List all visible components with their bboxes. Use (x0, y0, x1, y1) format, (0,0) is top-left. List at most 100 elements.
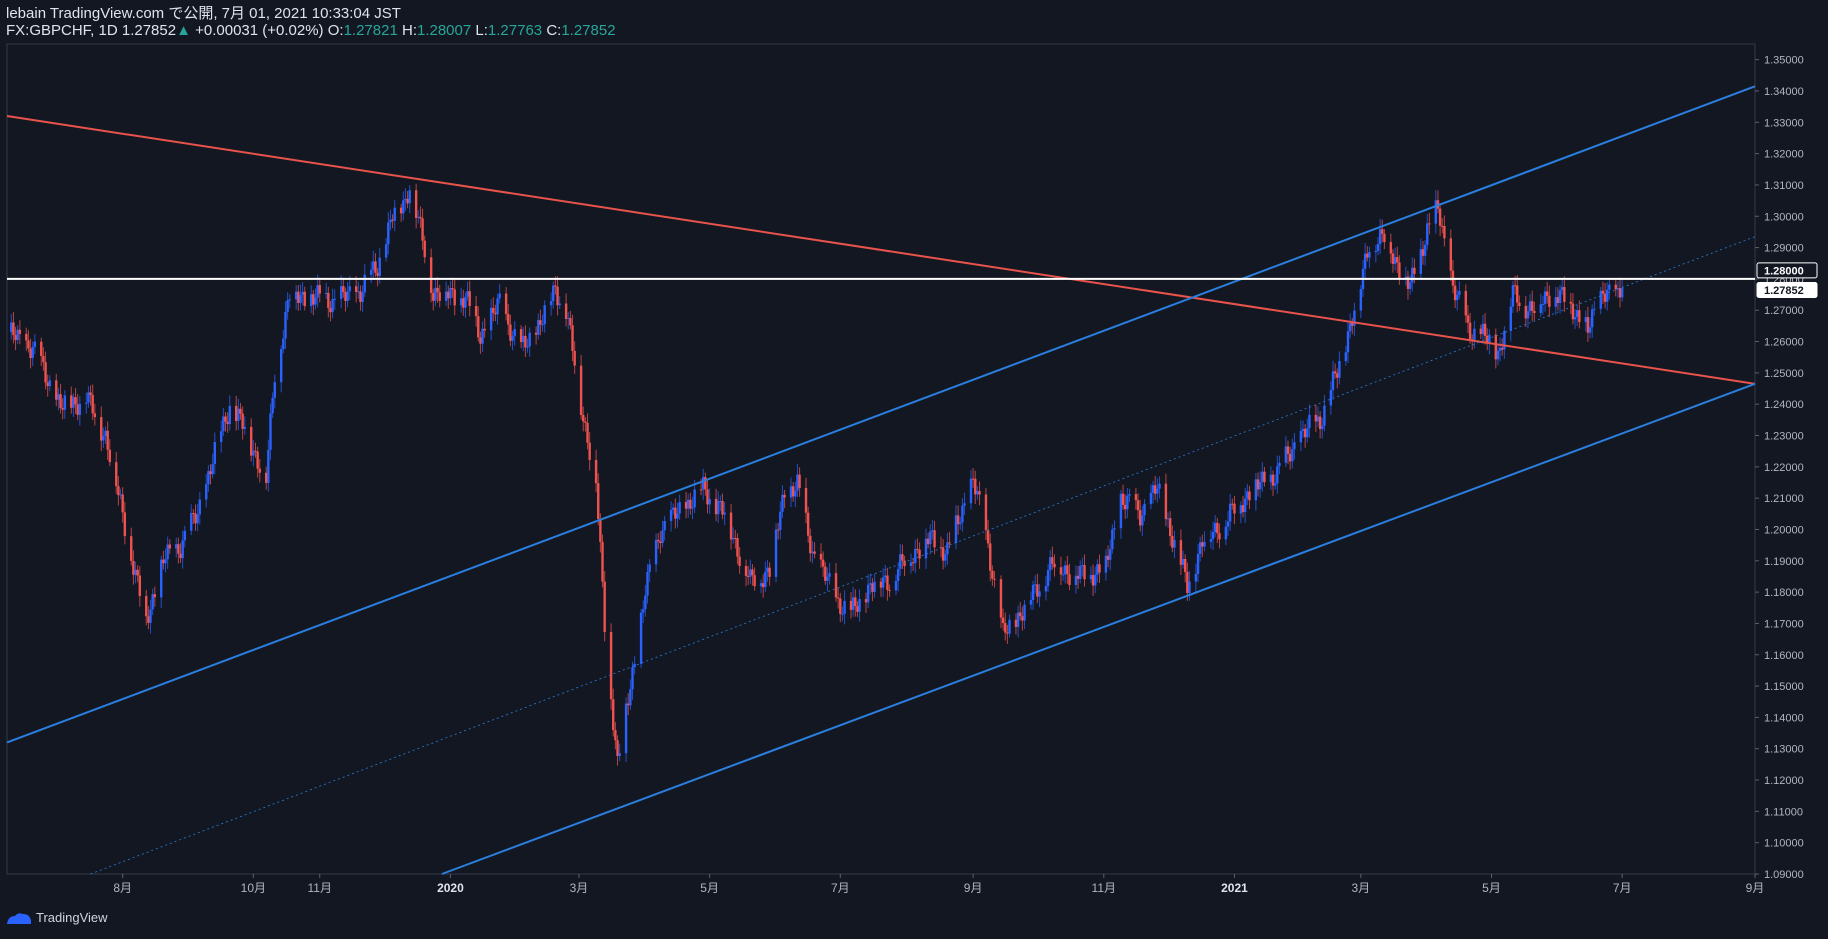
candle-body (72, 397, 75, 408)
candle-body (588, 442, 591, 460)
candle-body (899, 554, 902, 569)
candle-body (526, 346, 529, 348)
candle-body (1023, 604, 1026, 621)
candle-body (1543, 291, 1547, 304)
candle-body (768, 567, 771, 577)
candle-body (1269, 474, 1273, 483)
candle-body (509, 324, 512, 341)
candle-body (1509, 306, 1512, 331)
candle-body (145, 596, 148, 617)
candle-body (1511, 285, 1515, 307)
candle-body (207, 471, 210, 485)
channel-mid-line[interactable] (90, 236, 1756, 875)
candle-body (738, 556, 741, 567)
candle-body (1096, 564, 1099, 575)
candle-body (781, 494, 784, 512)
candle-body (226, 421, 229, 425)
candle-body (961, 505, 964, 523)
candle-body (678, 502, 681, 514)
candle-body (1233, 503, 1236, 514)
candle-body (211, 464, 214, 475)
time-tick-label: 7月 (1613, 881, 1632, 895)
candle-body (511, 336, 514, 341)
candle-body (691, 507, 694, 509)
candle-body (884, 575, 887, 578)
candle-body (663, 520, 666, 531)
channel-upper-line[interactable] (6, 85, 1756, 744)
candle-body (282, 338, 285, 350)
candle-body (477, 316, 480, 338)
candle-body (102, 436, 105, 441)
price-tick-label: 1.15000 (1764, 681, 1804, 693)
candle-body (1014, 619, 1018, 627)
trend-lines[interactable] (6, 85, 1756, 875)
candle-body (1006, 632, 1009, 634)
candle-body (978, 491, 981, 495)
candle-body (1059, 567, 1063, 575)
candle-body (301, 291, 304, 295)
channel-lower-line[interactable] (441, 382, 1756, 875)
candle-body (1486, 335, 1489, 344)
candle-body (1599, 290, 1602, 309)
candle-body (764, 572, 767, 588)
candle-body (451, 288, 454, 290)
candle-body (376, 272, 379, 276)
candle-body (976, 491, 979, 495)
candle-body (1528, 301, 1532, 312)
candle-body (389, 219, 392, 223)
price-tick-label: 1.29000 (1764, 243, 1804, 255)
candle-body (284, 312, 287, 339)
candle-body (1608, 284, 1611, 290)
candle-body (222, 416, 225, 432)
candle-body (220, 431, 223, 442)
price-tick-label: 1.22000 (1764, 462, 1804, 474)
time-tick-label: 5月 (700, 881, 719, 895)
candle-body (406, 198, 409, 204)
candle-body (504, 293, 508, 315)
candle-body (224, 416, 227, 422)
price-tick-label: 1.19000 (1764, 556, 1804, 568)
candle-body (449, 288, 452, 299)
candle-body (59, 394, 62, 409)
candle-body (1571, 303, 1575, 320)
change-arrow-icon: ▲ (176, 22, 191, 39)
candle-body (1068, 574, 1071, 585)
candle-body (1008, 619, 1011, 634)
candle-body (1366, 253, 1369, 258)
candle-body (896, 568, 900, 581)
symbol-label[interactable]: FX:GBPCHF, 1D (6, 22, 118, 39)
candle-body (824, 566, 827, 581)
ohlc-legend: FX:GBPCHF, 1D 1.27852▲ +0.00031 (+0.02%)… (6, 22, 616, 40)
publish-info: lebain TradingView.com で公開, 7月 01, 2021 … (6, 5, 401, 22)
candle-body (168, 544, 172, 549)
price-tick-label: 1.26000 (1764, 337, 1804, 349)
candle-body (1483, 323, 1487, 336)
time-tick-label: 2021 (1221, 881, 1248, 895)
candle-body (1171, 536, 1174, 548)
candle-body (1089, 575, 1093, 580)
time-tick-label: 3月 (1351, 881, 1370, 895)
price-labels: 1.28000 1.27852 (1756, 262, 1818, 299)
candle-body (1293, 442, 1296, 450)
price-tick-label: 1.31000 (1764, 180, 1804, 192)
candle-body (751, 569, 754, 576)
price-axis[interactable]: 1.09000 1.10000 1.11000 1.12000 1.13000 1.140… (1755, 55, 1804, 881)
candle-body (134, 569, 137, 575)
price-tick-label: 1.12000 (1764, 775, 1804, 787)
candle-body (1524, 305, 1527, 319)
candle-body (1064, 565, 1067, 575)
candle-body (76, 404, 79, 415)
candle-body (354, 286, 358, 292)
candle-body (1031, 584, 1035, 601)
candle-body (828, 573, 831, 577)
candle-body (417, 216, 420, 218)
candle-body (522, 335, 525, 343)
resistance-line[interactable] (6, 115, 1756, 385)
candle-body (387, 222, 390, 245)
time-axis[interactable]: 8月 10月 11月 2020 3月 5月 7月 9月 11月 2021 3月 5月 7月 9月 (113, 874, 1764, 895)
candle-body (539, 320, 542, 325)
candle-body (1449, 238, 1453, 271)
candle-body (1081, 565, 1084, 567)
candle-body (1004, 623, 1007, 633)
